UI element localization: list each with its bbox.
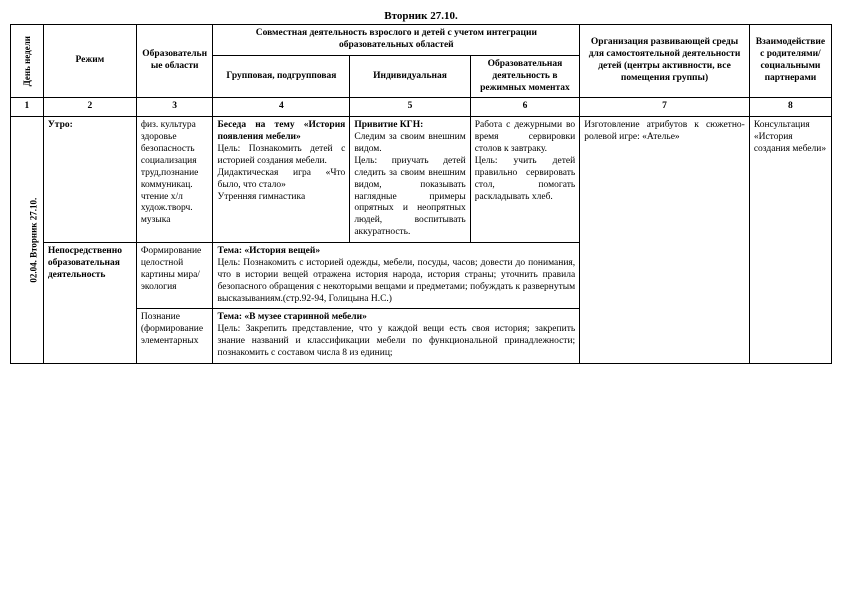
nod2-topic: Тема: «В музее старинной мебели» [217,312,366,322]
row-morning: 02.04. Вторник 27.10. Утро: физ. культур… [11,117,832,243]
individual-title: Привитие КГН: [354,120,423,130]
num-5: 5 [350,98,470,117]
areas-nod2: Познание (формирование элементарных [136,309,213,364]
num-3: 3 [136,98,213,117]
num-2: 2 [43,98,136,117]
hdr-areas: Образовательные области [136,25,213,98]
regime-morning-label: Утро: [48,120,73,130]
org-env: Изготовление атрибутов к сюжетно-ролевой… [580,117,750,364]
group-morning: Беседа на тему «История появления мебели… [213,117,350,243]
num-8: 8 [749,98,831,117]
num-1: 1 [11,98,44,117]
areas-morning: физ. культураздоровьебезопасностьсоциали… [136,117,213,243]
hdr-interaction: Взаимодействие с родителями/ социальными… [749,25,831,98]
nod2-content: Тема: «В музее старинной мебели» Цель: За… [213,309,580,364]
group-morning-title: Беседа на тему «История появления мебели… [217,120,345,142]
areas-nod1: Формирование целостной картины мира/экол… [136,243,213,309]
page-title: Вторник 27.10. [10,10,832,22]
edu-moments-morning: Работа с дежурными во время сервировки с… [470,117,579,243]
individual-text: Следим за своим внешним видом.Цель: приу… [354,132,465,237]
num-4: 4 [213,98,350,117]
day-label: 02.04. Вторник 27.10. [24,117,44,364]
nod2-goal: Цель: Закрепить представление, что у каж… [217,324,575,358]
hdr-edu-moments: Образовательная деятельность в режимных … [470,55,579,98]
plan-table: День недели Режим Образовательные област… [10,24,832,364]
group-morning-text: Цель: Познакомить детей с историей созда… [217,144,345,202]
regime-nod: Непосредственно образовательная деятельн… [43,243,136,364]
individual-morning: Привитие КГН: Следим за своим внешним вид… [350,117,470,243]
num-7: 7 [580,98,750,117]
regime-morning: Утро: [43,117,136,243]
interaction: Консультация «История создания мебели» [749,117,831,364]
hdr-day-week: День недели [11,25,44,98]
nod1-goal: Цель: Познакомить с историей одежды, меб… [217,258,575,304]
hdr-org-env: Организация развивающей среды для самост… [580,25,750,98]
nod1-content: Тема: «История вещей» Цель: Познакомить с… [213,243,580,309]
num-6: 6 [470,98,579,117]
nod1-topic: Тема: «История вещей» [217,246,320,256]
hdr-individual: Индивидуальная [350,55,470,98]
hdr-regime: Режим [43,25,136,98]
hdr-group: Групповая, подгрупповая [213,55,350,98]
hdr-joint-activity: Совместная деятельность взрослого и дете… [213,25,580,56]
number-row: 1 2 3 4 5 6 7 8 [11,98,832,117]
header-row-1: День недели Режим Образовательные област… [11,25,832,56]
